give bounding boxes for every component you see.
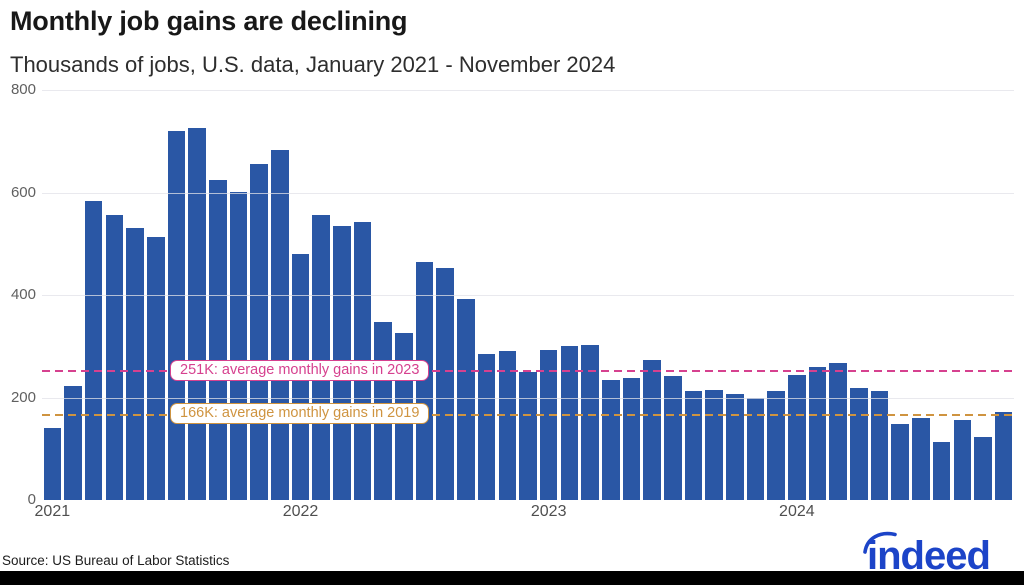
bar-jun-2024 bbox=[891, 424, 910, 500]
y-axis-label-800: 800 bbox=[10, 81, 36, 98]
bar-nov-2024 bbox=[994, 411, 1013, 500]
bar-jun-2023 bbox=[643, 359, 661, 500]
bar-apr-2023 bbox=[601, 379, 620, 500]
bar-feb-2023 bbox=[560, 345, 579, 500]
reference-line-166 bbox=[42, 413, 1014, 416]
bar-oct-2024 bbox=[974, 437, 992, 500]
bar-feb-2022 bbox=[312, 214, 330, 500]
bar-dec-2023 bbox=[767, 391, 785, 500]
bar-may-2024 bbox=[870, 391, 889, 500]
bar-oct-2022 bbox=[477, 353, 496, 500]
chart-subtitle: Thousands of jobs, U.S. data, January 20… bbox=[10, 52, 616, 77]
gridline-400 bbox=[42, 295, 1014, 296]
bar-nov-2023 bbox=[746, 397, 765, 500]
bar-dec-2022 bbox=[519, 371, 537, 500]
bar-mar-2023 bbox=[581, 344, 599, 500]
bar-mar-2021 bbox=[84, 201, 103, 500]
bar-sep-2021 bbox=[208, 179, 227, 500]
y-axis: 0 200 400 600 800 bbox=[0, 81, 36, 508]
indeed-logo: indeed bbox=[863, 531, 991, 574]
bar-jul-2023 bbox=[663, 375, 682, 500]
x-axis-label-2022: 2022 bbox=[282, 503, 319, 520]
reference-label-166: 166K: average monthly gains in 2019 bbox=[170, 403, 430, 425]
bar-feb-2021 bbox=[64, 386, 82, 500]
bar-mar-2024 bbox=[829, 362, 847, 500]
bar-dec-2021 bbox=[271, 149, 289, 500]
chart-title: Monthly job gains are declining bbox=[10, 6, 408, 36]
bar-jan-2021 bbox=[43, 428, 62, 500]
y-axis-label-600: 600 bbox=[10, 183, 36, 201]
gridline-800 bbox=[42, 90, 1014, 91]
bar-jul-2021 bbox=[167, 131, 186, 500]
bar-aug-2024 bbox=[932, 442, 951, 500]
y-axis-label-400: 400 bbox=[10, 286, 36, 303]
bar-apr-2024 bbox=[850, 388, 868, 500]
plot-area: 251K: average monthly gains in 2023 166K:… bbox=[42, 90, 1014, 500]
bar-may-2023 bbox=[622, 377, 641, 500]
x-axis-label-2023: 2023 bbox=[530, 503, 567, 520]
bar-jul-2024 bbox=[912, 418, 930, 500]
bar-jan-2023 bbox=[539, 350, 558, 500]
bar-aug-2023 bbox=[684, 390, 703, 500]
bar-sep-2023 bbox=[705, 389, 723, 500]
x-axis: 2021 2022 2023 2024 bbox=[35, 503, 1014, 523]
bar-jul-2022 bbox=[415, 261, 434, 500]
bar-jan-2024 bbox=[788, 375, 806, 500]
logo-wordmark: indeed bbox=[867, 534, 990, 574]
bar-nov-2021 bbox=[250, 163, 268, 500]
bar-aug-2022 bbox=[436, 268, 455, 500]
gridline-200 bbox=[42, 397, 1014, 399]
gridline-600 bbox=[42, 192, 1014, 194]
bar-aug-2021 bbox=[188, 127, 206, 500]
bar-may-2021 bbox=[126, 227, 144, 500]
x-axis-label-2024: 2024 bbox=[779, 503, 815, 520]
footer-bar bbox=[0, 571, 1024, 585]
bar-oct-2021 bbox=[229, 192, 248, 500]
bar-apr-2021 bbox=[105, 215, 124, 500]
source-text: Source: US Bureau of Labor Statistics bbox=[2, 553, 230, 568]
bar-sep-2022 bbox=[457, 298, 475, 500]
bar-oct-2023 bbox=[726, 393, 744, 500]
reference-label-251: 251K: average monthly gains in 2023 bbox=[170, 359, 430, 381]
y-axis-label-0: 0 bbox=[27, 491, 36, 508]
bar-jun-2021 bbox=[146, 236, 165, 500]
y-axis-label-200: 200 bbox=[10, 388, 36, 406]
bar-sep-2024 bbox=[953, 419, 972, 500]
bar-nov-2022 bbox=[498, 351, 517, 500]
bar-feb-2024 bbox=[808, 366, 827, 500]
reference-line-251 bbox=[42, 370, 1014, 373]
logo-swoosh-icon bbox=[863, 531, 897, 554]
x-axis-label-2021: 2021 bbox=[34, 503, 71, 520]
